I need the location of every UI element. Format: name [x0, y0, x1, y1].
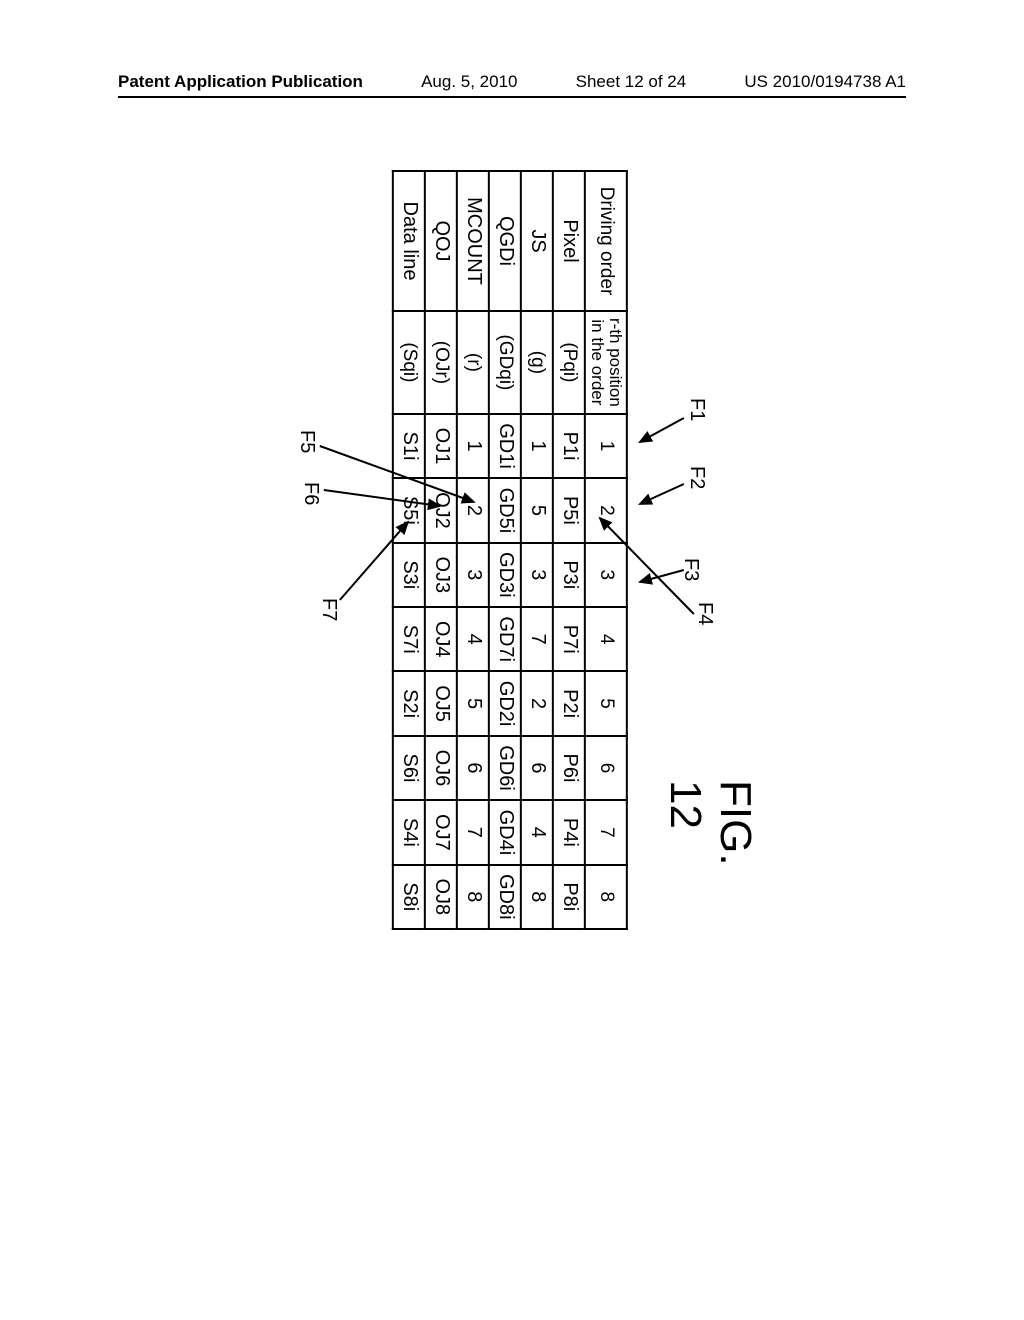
cell: 5 [521, 478, 553, 542]
row-label-js: JS [521, 171, 553, 311]
figure-caption: FIG. 12 [660, 780, 760, 920]
figure-area: F1 F2 F3 F4 Driving order r-th positioni… [120, 160, 900, 940]
cell: 1 [457, 414, 489, 478]
cell: S2i [393, 671, 425, 735]
cell: OJ4 [425, 607, 457, 671]
publication-date: Aug. 5, 2010 [421, 72, 517, 92]
table-row: QGDi (GDqi) GD1i GD5i GD3i GD7i GD2i GD6… [489, 171, 521, 929]
cell: 7 [521, 607, 553, 671]
table-row: Pixel (Pqi) P1i P5i P3i P7i P2i P6i P4i … [553, 171, 585, 929]
cell: P7i [553, 607, 585, 671]
cell: 4 [457, 607, 489, 671]
cell: 1 [521, 414, 553, 478]
table-row: JS (g) 1 5 3 7 2 6 4 8 [521, 171, 553, 929]
cell: S1i [393, 414, 425, 478]
page-header: Patent Application Publication Aug. 5, 2… [0, 72, 1024, 92]
row-label-pixel: Pixel [553, 171, 585, 311]
cell: S4i [393, 800, 425, 864]
cell: S8i [393, 865, 425, 929]
cell: 6 [457, 736, 489, 800]
table-row: QOJ (OJr) OJ1 OJ2 OJ3 OJ4 OJ5 OJ6 OJ7 OJ… [425, 171, 457, 929]
cell: P8i [553, 865, 585, 929]
row-symbol-mcount: (r) [457, 311, 489, 414]
row-label-mcount: MCOUNT [457, 171, 489, 311]
cell: S6i [393, 736, 425, 800]
cell: OJ2 [425, 478, 457, 542]
cell: GD3i [489, 543, 521, 607]
cell: GD2i [489, 671, 521, 735]
cell: S7i [393, 607, 425, 671]
cell: 8 [521, 865, 553, 929]
cell: 6 [521, 736, 553, 800]
document-number: US 2010/0194738 A1 [744, 72, 906, 92]
cell: 3 [457, 543, 489, 607]
cell: 3 [521, 543, 553, 607]
cell: P4i [553, 800, 585, 864]
cell: OJ7 [425, 800, 457, 864]
arrow-label-f1: F1 [685, 398, 708, 421]
cell: GD5i [489, 478, 521, 542]
table-row: MCOUNT (r) 1 2 3 4 5 6 7 8 [457, 171, 489, 929]
table-row: Data line (Sqi) S1i S5i S3i S7i S2i S6i … [393, 171, 425, 929]
row-label-qoj: QOJ [425, 171, 457, 311]
sheet-number: Sheet 12 of 24 [576, 72, 687, 92]
arrow-label-f5: F5 [295, 430, 318, 453]
cell: S3i [393, 543, 425, 607]
arrow-label-f6: F6 [299, 482, 322, 505]
cell: P6i [553, 736, 585, 800]
cell: 2 [521, 671, 553, 735]
cell: OJ5 [425, 671, 457, 735]
bottom-arrows [298, 170, 388, 930]
cell: 7 [457, 800, 489, 864]
cell: P1i [553, 414, 585, 478]
arrow-label-f2: F2 [685, 466, 708, 489]
arrow-label-f4: F4 [693, 602, 716, 625]
arrow-label-f3: F3 [679, 558, 702, 581]
cell: P5i [553, 478, 585, 542]
cell: 2 [457, 478, 489, 542]
header-rule [118, 96, 906, 98]
cell: 8 [457, 865, 489, 929]
cell: OJ1 [425, 414, 457, 478]
row-label-dataline: Data line [393, 171, 425, 311]
cell: GD1i [489, 414, 521, 478]
cell: GD4i [489, 800, 521, 864]
row-symbol-qoj: (OJr) [425, 311, 457, 414]
driving-order-table: Driving order r-th positionin the order … [392, 170, 628, 930]
cell: P2i [553, 671, 585, 735]
row-symbol-dataline: (Sqi) [393, 311, 425, 414]
cell: GD6i [489, 736, 521, 800]
arrow-label-f7: F7 [317, 598, 340, 621]
row-symbol-js: (g) [521, 311, 553, 414]
cell: OJ6 [425, 736, 457, 800]
cell: 5 [457, 671, 489, 735]
row-label-qgdi: QGDi [489, 171, 521, 311]
cell: OJ8 [425, 865, 457, 929]
cell: P3i [553, 543, 585, 607]
row-symbol-pixel: (Pqi) [553, 311, 585, 414]
publication-label: Patent Application Publication [118, 72, 363, 92]
cell: GD7i [489, 607, 521, 671]
cell: OJ3 [425, 543, 457, 607]
cell: GD8i [489, 865, 521, 929]
cell: 4 [521, 800, 553, 864]
rotated-figure: F1 F2 F3 F4 Driving order r-th positioni… [392, 170, 628, 930]
row-symbol-qgdi: (GDqi) [489, 311, 521, 414]
